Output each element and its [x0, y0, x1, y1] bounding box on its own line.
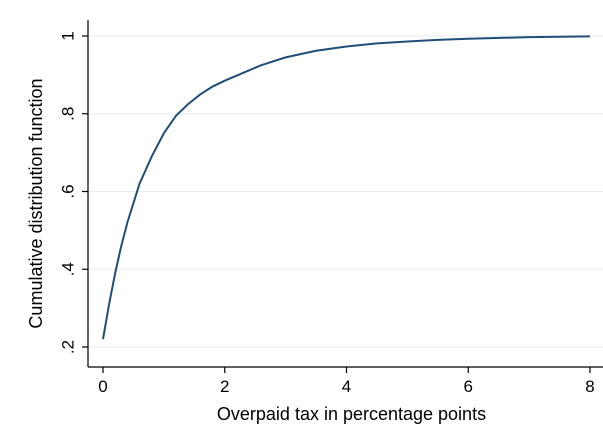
series-layer [102, 35, 591, 340]
tick-marks: .2 .4 .6 .8 1 0 2 4 6 8 [59, 31, 595, 396]
y-tick-label: .8 [59, 107, 78, 121]
y-tick-label: 1 [59, 31, 78, 40]
x-tick-label: 2 [220, 377, 229, 396]
y-axis-title: Cumulative distribution function [26, 78, 46, 328]
gridlines [88, 35, 603, 348]
cdf-series-line [102, 35, 591, 340]
x-tick-label: 8 [585, 377, 594, 396]
y-tick-label: .2 [59, 340, 78, 354]
y-tick-label: .4 [59, 262, 78, 276]
x-tick-label: 4 [342, 377, 351, 396]
x-tick-label: 6 [464, 377, 473, 396]
y-tick-label: .6 [59, 184, 78, 198]
axes [87, 20, 603, 368]
x-tick-label: 0 [98, 377, 107, 396]
x-axis-title: Overpaid tax in percentage points [217, 404, 486, 424]
